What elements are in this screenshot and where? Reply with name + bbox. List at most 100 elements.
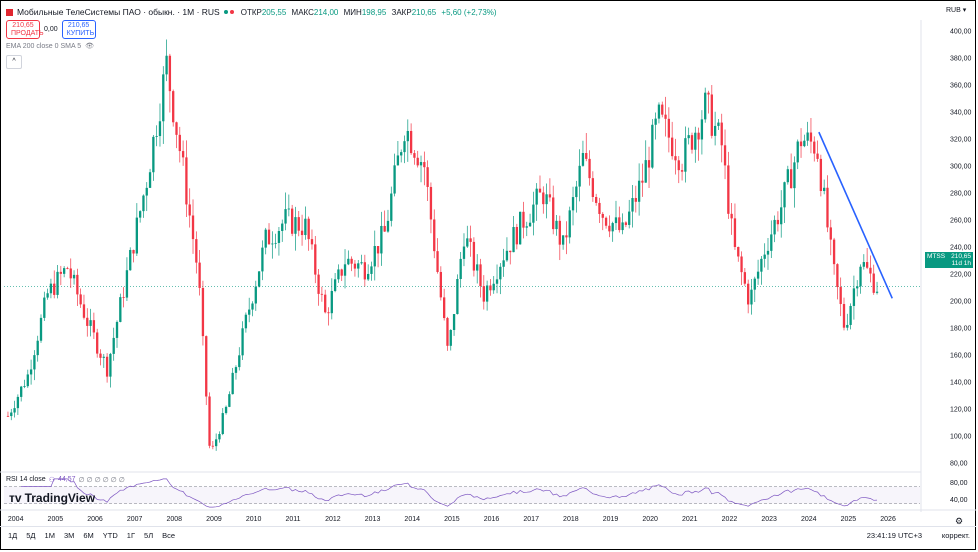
candle-body	[413, 153, 416, 158]
timeframe-6[interactable]: 1Г	[126, 531, 136, 540]
candle-body	[512, 226, 515, 253]
buy-button[interactable]: 210,65 КУПИТЬ	[61, 20, 96, 39]
candle-body	[370, 266, 373, 274]
close-value: 210,65	[411, 7, 437, 17]
candle-body	[704, 92, 707, 120]
candle-body	[621, 222, 624, 231]
indicator-label: EMA 200 close 0 SMA 5	[6, 42, 82, 50]
candle-body	[667, 118, 671, 138]
currency-text: RUB	[946, 7, 961, 14]
timeframe-1[interactable]: 5Д	[26, 531, 36, 540]
candle-body	[842, 304, 846, 328]
candle-body	[390, 193, 393, 221]
candle-body	[819, 158, 823, 192]
market-open-icon	[223, 10, 228, 14]
clock[interactable]: 23:41:19 UTC+3	[867, 531, 922, 540]
timeframe-4[interactable]: 6М	[83, 531, 94, 540]
candle-body	[376, 245, 380, 254]
candle-body	[743, 272, 747, 284]
candle-body	[350, 258, 353, 264]
candle-body	[770, 234, 773, 251]
sell-button[interactable]: 210,65 ПРОДАТЬ	[6, 20, 44, 39]
buy-price: 210,65	[67, 22, 90, 29]
candle-body	[383, 225, 386, 232]
candle-body	[604, 217, 608, 226]
candle-body	[710, 94, 713, 136]
candle-body	[720, 122, 723, 146]
candle-body	[96, 332, 99, 354]
timeframe-2[interactable]: 1М	[44, 531, 55, 540]
candle-body	[297, 217, 300, 231]
timeframe-7[interactable]: 5Л	[144, 531, 154, 540]
candle-body	[502, 260, 505, 267]
tradingview-logo[interactable]: ᴛᴠ TradingView	[9, 491, 95, 505]
open-label: ОТКР	[240, 7, 262, 17]
timeframe-3[interactable]: 3М	[63, 531, 75, 540]
candle-body	[829, 227, 832, 240]
candle-body	[99, 353, 102, 358]
candle-body	[406, 130, 409, 142]
candle-body	[727, 165, 730, 214]
currency-label[interactable]: RUB ▾	[946, 7, 967, 14]
candle-body	[142, 195, 145, 212]
candle-body	[469, 238, 472, 242]
candle-body	[138, 211, 142, 218]
y-tick-label-16: 80,00	[950, 461, 968, 468]
candle-body	[241, 328, 244, 356]
candle-body	[684, 138, 687, 172]
rsi-settings-icon[interactable]: ⚇	[48, 477, 55, 484]
candle-body	[565, 235, 568, 238]
y-tick-label-2: 360,00	[950, 82, 972, 89]
collapse-legend-button[interactable]: ^	[6, 55, 22, 69]
timeframe-5[interactable]: YTD	[102, 531, 118, 540]
trade-panel: 210,65 ПРОДАТЬ 0,00 210,65 КУПИТЬ	[6, 20, 96, 39]
candle-body	[238, 355, 241, 368]
candle-body	[20, 386, 23, 397]
low-label: МИН	[343, 7, 362, 17]
eye-icon[interactable]: 👁	[85, 43, 94, 50]
candle-body	[69, 268, 72, 279]
x-tick-label-0: 2004	[8, 516, 24, 523]
adjust-toggle[interactable]: коррект.	[942, 531, 970, 540]
candle-body	[380, 225, 383, 254]
candle-body	[750, 289, 753, 305]
candle-body	[330, 290, 333, 314]
candle-body	[366, 273, 370, 280]
candle-body	[337, 269, 340, 280]
x-tick-label-4: 2008	[167, 516, 183, 523]
rsi-tick-label-1: 40,00	[950, 497, 968, 504]
candle-body	[416, 157, 419, 166]
candle-body	[449, 329, 452, 346]
candle-body	[548, 194, 552, 198]
candle-body	[634, 198, 637, 202]
close-label: ЗАКР	[391, 7, 412, 17]
candle-body	[522, 211, 525, 228]
low-value: 198,95	[361, 7, 387, 17]
candle-body	[796, 141, 799, 163]
candle-body	[436, 251, 439, 272]
candle-body	[327, 312, 330, 314]
axis-settings-icon[interactable]: ⚙	[955, 516, 964, 526]
y-tick-label-14: 120,00	[950, 407, 972, 414]
candle-body	[839, 287, 842, 305]
timeframe-8[interactable]: Все	[162, 531, 176, 540]
x-tick-label-17: 2021	[682, 516, 698, 523]
candle-body	[224, 406, 228, 414]
candle-body	[624, 222, 628, 225]
candle-body	[674, 156, 677, 161]
candle-body	[72, 274, 76, 279]
candle-body	[400, 152, 403, 156]
rsi-legend[interactable]: RSI 14 close ⚇ 44,57 ∅ ∅ ∅ ∅ ∅ ∅	[6, 476, 125, 484]
symbol-title[interactable]: Мобильные ТелеСистемы ПАО · обыкн. · 1M …	[17, 7, 220, 17]
candle-body	[733, 218, 737, 247]
trend-line	[818, 131, 893, 299]
x-tick-label-7: 2011	[285, 516, 300, 523]
x-tick-label-19: 2023	[761, 516, 777, 523]
candle-body	[608, 225, 611, 232]
indicator-legend[interactable]: EMA 200 close 0 SMA 5 👁	[6, 42, 94, 51]
timeframe-0[interactable]: 1Д	[8, 531, 18, 540]
y-tick-label-4: 320,00	[950, 136, 972, 143]
timeframe-bar: 1Д 5Д 1М 3М 6М YTD 1Г 5Л Все	[8, 531, 175, 540]
